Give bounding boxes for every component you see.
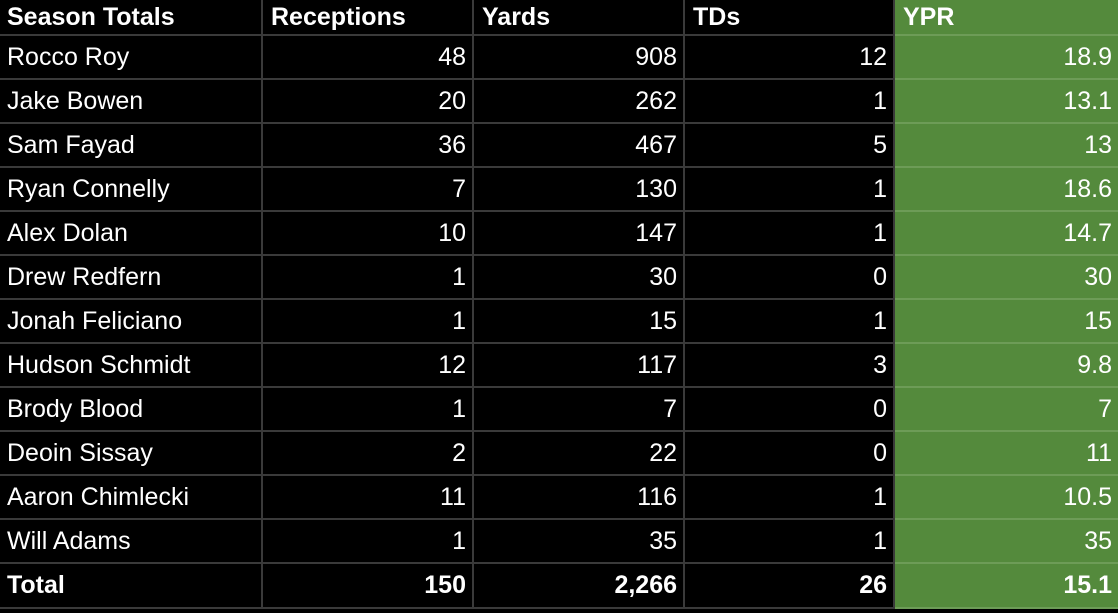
tds-cell[interactable]: 1 — [685, 212, 895, 256]
receptions-cell[interactable]: 1 — [263, 256, 474, 300]
total-row: Total 150 2,266 26 15.1 — [0, 564, 1118, 609]
name-cell[interactable]: Jake Bowen — [0, 80, 263, 124]
ypr-cell[interactable]: 13 — [895, 124, 1118, 168]
ypr-cell[interactable]: 9.8 — [895, 344, 1118, 388]
name-cell[interactable]: Total — [0, 564, 263, 609]
tds-cell[interactable]: 1 — [685, 520, 895, 564]
yards-cell[interactable]: 2,266 — [474, 564, 685, 609]
yards-cell[interactable]: 116 — [474, 476, 685, 520]
tds-cell[interactable]: 0 — [685, 388, 895, 432]
tds-cell[interactable]: 1 — [685, 168, 895, 212]
yards-cell[interactable]: 130 — [474, 168, 685, 212]
ypr-cell[interactable]: 11 — [895, 432, 1118, 476]
receptions-cell[interactable]: 7 — [263, 168, 474, 212]
table-row: Jake Bowen 20 262 1 13.1 — [0, 80, 1118, 124]
table-row: Brody Blood 1 7 0 7 — [0, 388, 1118, 432]
column-header[interactable]: Receptions — [263, 0, 474, 36]
table-row: Deoin Sissay 2 22 0 11 — [0, 432, 1118, 476]
column-header[interactable]: Yards — [474, 0, 685, 36]
tds-cell[interactable]: 5 — [685, 124, 895, 168]
tds-cell[interactable]: 1 — [685, 80, 895, 124]
table-row: Aaron Chimlecki 11 116 1 10.5 — [0, 476, 1118, 520]
name-cell[interactable]: Hudson Schmidt — [0, 344, 263, 388]
name-cell[interactable]: Ryan Connelly — [0, 168, 263, 212]
table-row: Will Adams 1 35 1 35 — [0, 520, 1118, 564]
column-header[interactable]: TDs — [685, 0, 895, 36]
name-cell[interactable]: Jonah Feliciano — [0, 300, 263, 344]
ypr-cell[interactable]: 14.7 — [895, 212, 1118, 256]
yards-cell[interactable]: 30 — [474, 256, 685, 300]
yards-cell[interactable]: 35 — [474, 520, 685, 564]
ypr-cell[interactable]: 18.6 — [895, 168, 1118, 212]
name-cell[interactable]: Will Adams — [0, 520, 263, 564]
column-header[interactable]: Season Totals — [0, 0, 263, 36]
name-cell[interactable]: Aaron Chimlecki — [0, 476, 263, 520]
name-cell[interactable]: Brody Blood — [0, 388, 263, 432]
tds-cell[interactable]: 0 — [685, 256, 895, 300]
yards-cell[interactable]: 22 — [474, 432, 685, 476]
receptions-cell[interactable]: 2 — [263, 432, 474, 476]
column-header[interactable]: YPR — [895, 0, 1118, 36]
receptions-cell[interactable]: 36 — [263, 124, 474, 168]
tds-cell[interactable]: 12 — [685, 36, 895, 80]
ypr-cell[interactable]: 35 — [895, 520, 1118, 564]
receptions-cell[interactable]: 150 — [263, 564, 474, 609]
table-row: Rocco Roy 48 908 12 18.9 — [0, 36, 1118, 80]
ypr-cell[interactable]: 15.1 — [895, 564, 1118, 609]
name-cell[interactable]: Sam Fayad — [0, 124, 263, 168]
table-row: Sam Fayad 36 467 5 13 — [0, 124, 1118, 168]
header-row: Season Totals Receptions Yards TDs YPR — [0, 0, 1118, 36]
tds-cell[interactable]: 26 — [685, 564, 895, 609]
receptions-cell[interactable]: 10 — [263, 212, 474, 256]
yards-cell[interactable]: 908 — [474, 36, 685, 80]
receptions-cell[interactable]: 11 — [263, 476, 474, 520]
table-row: Jonah Feliciano 1 15 1 15 — [0, 300, 1118, 344]
ypr-cell[interactable]: 30 — [895, 256, 1118, 300]
ypr-cell[interactable]: 13.1 — [895, 80, 1118, 124]
table-row: Ryan Connelly 7 130 1 18.6 — [0, 168, 1118, 212]
ypr-cell[interactable]: 7 — [895, 388, 1118, 432]
yards-cell[interactable]: 147 — [474, 212, 685, 256]
yards-cell[interactable]: 7 — [474, 388, 685, 432]
yards-cell[interactable]: 117 — [474, 344, 685, 388]
name-cell[interactable]: Alex Dolan — [0, 212, 263, 256]
receptions-cell[interactable]: 20 — [263, 80, 474, 124]
name-cell[interactable]: Deoin Sissay — [0, 432, 263, 476]
yards-cell[interactable]: 15 — [474, 300, 685, 344]
ypr-cell[interactable]: 10.5 — [895, 476, 1118, 520]
ypr-cell[interactable]: 15 — [895, 300, 1118, 344]
receptions-cell[interactable]: 48 — [263, 36, 474, 80]
receptions-cell[interactable]: 1 — [263, 300, 474, 344]
table-row: Hudson Schmidt 12 117 3 9.8 — [0, 344, 1118, 388]
name-cell[interactable]: Drew Redfern — [0, 256, 263, 300]
receptions-cell[interactable]: 1 — [263, 520, 474, 564]
table-row: Drew Redfern 1 30 0 30 — [0, 256, 1118, 300]
yards-cell[interactable]: 467 — [474, 124, 685, 168]
ypr-cell[interactable]: 18.9 — [895, 36, 1118, 80]
yards-cell[interactable]: 262 — [474, 80, 685, 124]
receptions-cell[interactable]: 12 — [263, 344, 474, 388]
tds-cell[interactable]: 1 — [685, 300, 895, 344]
tds-cell[interactable]: 1 — [685, 476, 895, 520]
table-row: Alex Dolan 10 147 1 14.7 — [0, 212, 1118, 256]
receptions-cell[interactable]: 1 — [263, 388, 474, 432]
tds-cell[interactable]: 0 — [685, 432, 895, 476]
name-cell[interactable]: Rocco Roy — [0, 36, 263, 80]
tds-cell[interactable]: 3 — [685, 344, 895, 388]
